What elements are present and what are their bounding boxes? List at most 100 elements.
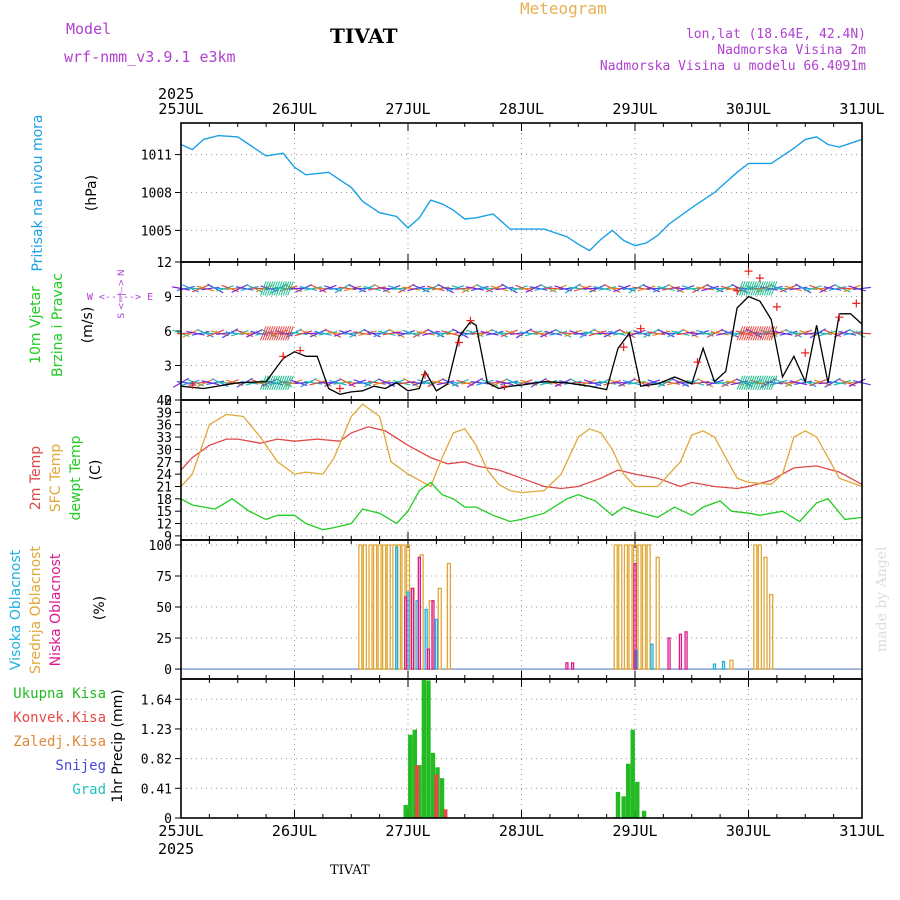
wind-speed-line — [180, 295, 863, 395]
wind-arrow — [676, 284, 695, 292]
x-tick-label-top: 26JUL — [272, 100, 317, 118]
wind-arrow — [197, 378, 214, 388]
wind-hatch — [754, 326, 762, 341]
total-precip-bar — [403, 804, 408, 818]
wind-arrow — [779, 284, 798, 293]
gust-marker — [744, 267, 753, 276]
panel-2: 0 3 6 9 12 — [156, 256, 872, 409]
gust-marker — [421, 370, 430, 379]
wind-arrow — [784, 378, 802, 388]
gust-marker — [500, 382, 509, 391]
wind-arrow — [485, 330, 504, 336]
wind-arrow — [666, 380, 685, 386]
wind-arrow — [794, 380, 813, 386]
wind-arrow — [363, 378, 381, 388]
wind-hatch — [280, 281, 288, 296]
wind-arrow — [833, 328, 851, 338]
mid-cloud-bar — [763, 556, 768, 670]
wind-arrow — [427, 378, 445, 388]
gust-marker — [296, 346, 305, 355]
wind-hatch — [736, 281, 744, 296]
high-cloud-bar — [721, 660, 726, 670]
mid-cloud-bar — [377, 544, 382, 670]
panel-1: 1005 1008 1011 — [141, 123, 863, 262]
wind-arrow — [657, 285, 675, 292]
cloud-label-high: Visoka Oblacnost — [8, 549, 24, 670]
wind-hatch — [748, 281, 755, 296]
y-tick-label: 42 — [156, 394, 172, 409]
wind-hatch — [743, 375, 751, 390]
wind-arrow — [246, 328, 263, 338]
y-tick-label: 9 — [164, 291, 172, 306]
wind-arrow — [652, 284, 670, 293]
wind-arrow — [363, 285, 381, 292]
x-tick-label-bottom: 25JUL — [158, 822, 203, 840]
y-tick-label: 1.23 — [141, 723, 172, 738]
wind-arrow — [804, 285, 822, 292]
wind-arrow — [706, 379, 724, 386]
wind-arrow — [231, 283, 249, 293]
wind-arrow — [470, 285, 489, 292]
total-precip-bar — [615, 791, 621, 818]
wind-arrow — [534, 285, 553, 291]
high-cloud-bar — [424, 608, 428, 670]
y-tick-label: 0 — [164, 394, 172, 409]
y-tick-label: 1008 — [141, 187, 172, 202]
y-tick-label: 0.41 — [141, 782, 172, 797]
temp-label-2m: 2m Temp — [28, 446, 44, 510]
wind-arrow — [461, 330, 479, 337]
wind-arrow — [618, 378, 636, 387]
wind-arrow — [299, 285, 318, 291]
wind-arrow — [549, 284, 567, 293]
wind-arrow — [647, 331, 666, 336]
wind-direction-key-vertical: S <--|--> N — [117, 269, 127, 318]
wind-arrow — [353, 331, 372, 336]
wind-hatch — [284, 281, 292, 296]
convective-precip-bar — [443, 809, 448, 818]
wind-hatch — [754, 375, 762, 390]
wind-arrow — [643, 328, 660, 339]
wind-hatch — [282, 281, 290, 296]
wind-arrow — [598, 380, 617, 385]
wind-hatch — [284, 375, 292, 390]
wind-arrow — [416, 331, 435, 336]
y-tick-label: 1011 — [141, 149, 172, 164]
wind-hatch — [743, 326, 751, 341]
pressure-title: Pritisak na nivou mora — [30, 114, 46, 271]
wind-arrow — [304, 380, 323, 385]
wind-arrow — [579, 328, 596, 339]
wind-arrow — [622, 379, 641, 386]
gust-marker — [733, 286, 742, 295]
wind-hatch — [266, 281, 274, 296]
wind-arrow — [593, 285, 612, 291]
wind-arrow — [240, 285, 259, 291]
year-top: 2025 — [158, 85, 194, 103]
wind-arrow — [300, 377, 317, 388]
wind-hatch — [741, 326, 748, 341]
gust-marker — [755, 274, 764, 283]
wind-arrow — [421, 330, 440, 336]
wind-hatch — [264, 326, 272, 341]
wind-arrow — [446, 285, 465, 292]
y-tick-label: 33 — [156, 431, 172, 446]
x-tick-label-bottom: 28JUL — [499, 822, 544, 840]
wind-arrow — [657, 378, 675, 388]
gust-marker — [455, 338, 464, 347]
y-tick-label: 12 — [156, 256, 172, 271]
wind-arrow — [692, 283, 709, 294]
wind-arrow — [285, 328, 302, 339]
y-tick-label: 0 — [164, 663, 172, 678]
wind-arrow — [721, 378, 739, 388]
wind-arrow — [843, 330, 862, 336]
low-cloud-bar — [678, 633, 683, 670]
wind-arrow — [392, 379, 411, 386]
total-precip-bar — [408, 734, 413, 818]
mid-cloud-bar — [362, 544, 368, 670]
wind-arrow — [186, 330, 205, 336]
wind-arrow — [828, 285, 847, 291]
low-cloud-bar — [570, 662, 575, 670]
mid-cloud-bar — [769, 593, 774, 670]
total-precip-bar — [417, 765, 422, 818]
wind-arrow — [314, 330, 332, 336]
